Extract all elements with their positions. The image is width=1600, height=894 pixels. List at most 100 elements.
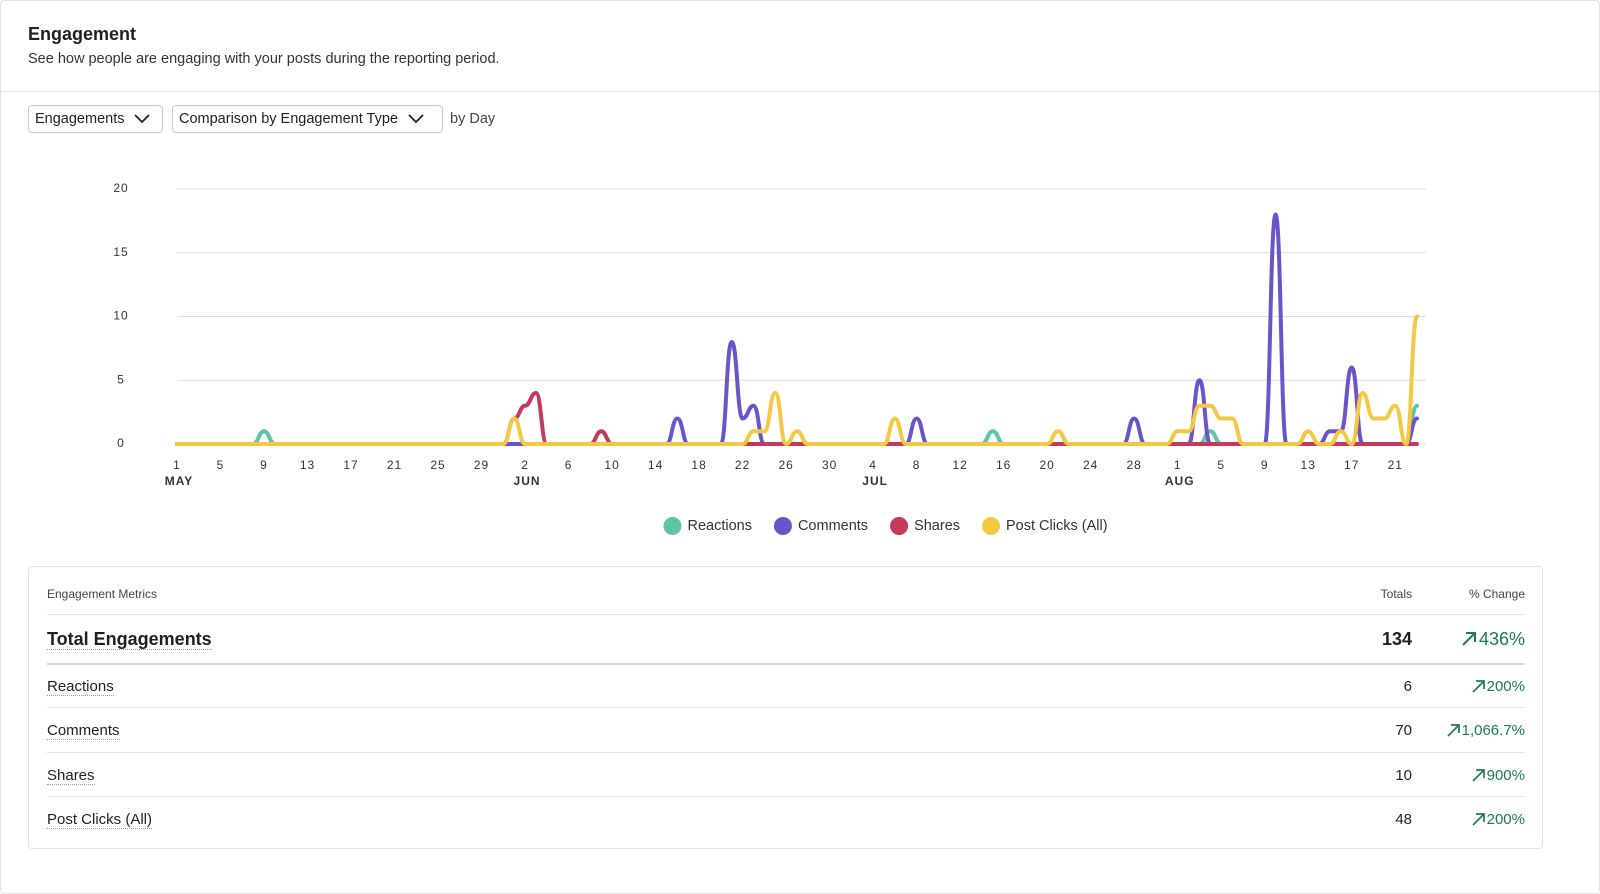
x-tick-label: 5	[1217, 458, 1225, 472]
row-divider	[47, 796, 1525, 797]
legend-label: Reactions	[687, 518, 751, 534]
series-line	[175, 314, 1419, 446]
metric-total: 70	[1395, 721, 1412, 739]
table-row: Reactions 6 200%	[47, 674, 1525, 698]
metrics-table: Engagement Metrics Totals % Change Total…	[28, 566, 1543, 849]
up-arrow	[1472, 812, 1485, 826]
metric-change: 1,066.7%	[1412, 722, 1525, 739]
card-title: Engagement	[28, 24, 137, 44]
change-value: 200%	[1486, 810, 1525, 828]
series-line	[175, 212, 1419, 446]
legend-label: Shares	[914, 518, 960, 534]
card-subtitle: See how people are engaging with your po…	[28, 51, 500, 67]
dropdown-label: Engagements	[35, 111, 125, 127]
y-tick-label: 15	[113, 245, 128, 259]
x-tick-label: 6	[565, 458, 573, 472]
metric-dropdown[interactable]: Engagements	[28, 105, 163, 133]
legend-swatch	[663, 517, 682, 535]
metric-total: 48	[1395, 810, 1412, 828]
legend-swatch	[982, 517, 1001, 535]
x-tick-label: 4	[869, 458, 877, 472]
change-value: 200%	[1486, 677, 1525, 695]
x-tick-label: 25	[430, 458, 445, 472]
chevron	[408, 114, 424, 124]
x-tick-label: 12	[952, 458, 967, 472]
x-tick-label: 14	[648, 458, 663, 472]
metric-change: 900%	[1412, 767, 1525, 784]
change-value: 900%	[1486, 766, 1525, 784]
x-tick-label: 18	[691, 458, 706, 472]
dropdown-label: Comparison by Engagement Type	[179, 111, 398, 127]
table-header: Engagement Metrics Totals % Change	[47, 587, 1525, 601]
x-tick-label: 22	[735, 458, 750, 472]
y-tick-label: 10	[113, 309, 128, 323]
header-cell: Engagement Metrics	[47, 587, 158, 601]
x-month-label: JUN	[514, 474, 541, 488]
table-row: Post Clicks (All) 48 200%	[47, 807, 1525, 831]
chevron	[134, 114, 151, 124]
table-row: Comments 70 1,066.7%	[47, 718, 1525, 742]
x-month-label: MAY	[165, 474, 194, 488]
x-tick-label: 30	[822, 458, 837, 472]
legend-label: Comments	[798, 518, 868, 534]
divider	[1, 91, 1599, 92]
metric-change: 436%	[1412, 629, 1525, 650]
metric-total: 6	[1403, 677, 1412, 695]
x-tick-label: 9	[260, 458, 268, 472]
up-arrow	[1462, 632, 1476, 646]
metric-total: 10	[1395, 766, 1412, 784]
legend-swatch	[890, 517, 909, 535]
change-value: 436%	[1478, 628, 1525, 649]
metric-name[interactable]: Shares	[47, 766, 95, 785]
x-tick-label: 8	[913, 458, 921, 472]
y-tick-label: 20	[113, 181, 128, 195]
x-tick-label: 21	[387, 458, 402, 472]
x-tick-label: 26	[778, 458, 793, 472]
up-arrow	[1447, 723, 1460, 737]
series-line	[175, 403, 1419, 446]
x-tick-label: 13	[1301, 458, 1316, 472]
table-row: Total Engagements 134 436%	[47, 627, 1525, 651]
interval-label: by Day	[450, 111, 496, 127]
x-tick-label: 28	[1127, 458, 1142, 472]
comparison-dropdown[interactable]: Comparison by Engagement Type	[172, 105, 443, 133]
x-tick-label: 17	[343, 458, 358, 472]
x-tick-label: 17	[1344, 458, 1359, 472]
metric-change: 200%	[1412, 811, 1525, 828]
x-tick-label: 10	[604, 458, 619, 472]
x-tick-label: 29	[474, 458, 489, 472]
legend-label: Post Clicks (All)	[1006, 518, 1108, 534]
x-month-label: JUL	[862, 474, 888, 488]
metric-name[interactable]: Comments	[47, 721, 120, 740]
up-arrow	[1472, 679, 1485, 693]
header-cell: % Change	[1468, 587, 1525, 601]
x-tick-label: 24	[1083, 458, 1098, 472]
row-divider	[47, 707, 1525, 708]
row-divider	[47, 663, 1525, 665]
x-tick-label: 20	[1039, 458, 1054, 472]
metric-total: 134	[1381, 628, 1412, 649]
change-value: 1,066.7%	[1461, 721, 1525, 739]
x-tick-label: 5	[217, 458, 225, 472]
metric-name[interactable]: Total Engagements	[47, 628, 212, 650]
x-tick-label: 9	[1261, 458, 1269, 472]
metric-name[interactable]: Post Clicks (All)	[47, 810, 153, 829]
header-cell: Totals	[1380, 587, 1412, 601]
x-tick-label: 1	[1174, 458, 1182, 472]
y-tick-label: 5	[117, 372, 125, 386]
table-row: Shares 10 900%	[47, 763, 1525, 787]
x-tick-label: 2	[521, 458, 529, 472]
row-divider	[47, 614, 1525, 615]
x-month-label: AUG	[1165, 474, 1195, 488]
row-divider	[47, 752, 1525, 753]
up-arrow	[1472, 768, 1485, 782]
x-tick-label: 13	[300, 458, 315, 472]
y-tick-label: 0	[117, 436, 125, 450]
metric-name[interactable]: Reactions	[47, 677, 114, 696]
x-tick-label: 1	[173, 458, 181, 472]
metric-change: 200%	[1412, 678, 1525, 695]
x-tick-label: 16	[996, 458, 1011, 472]
